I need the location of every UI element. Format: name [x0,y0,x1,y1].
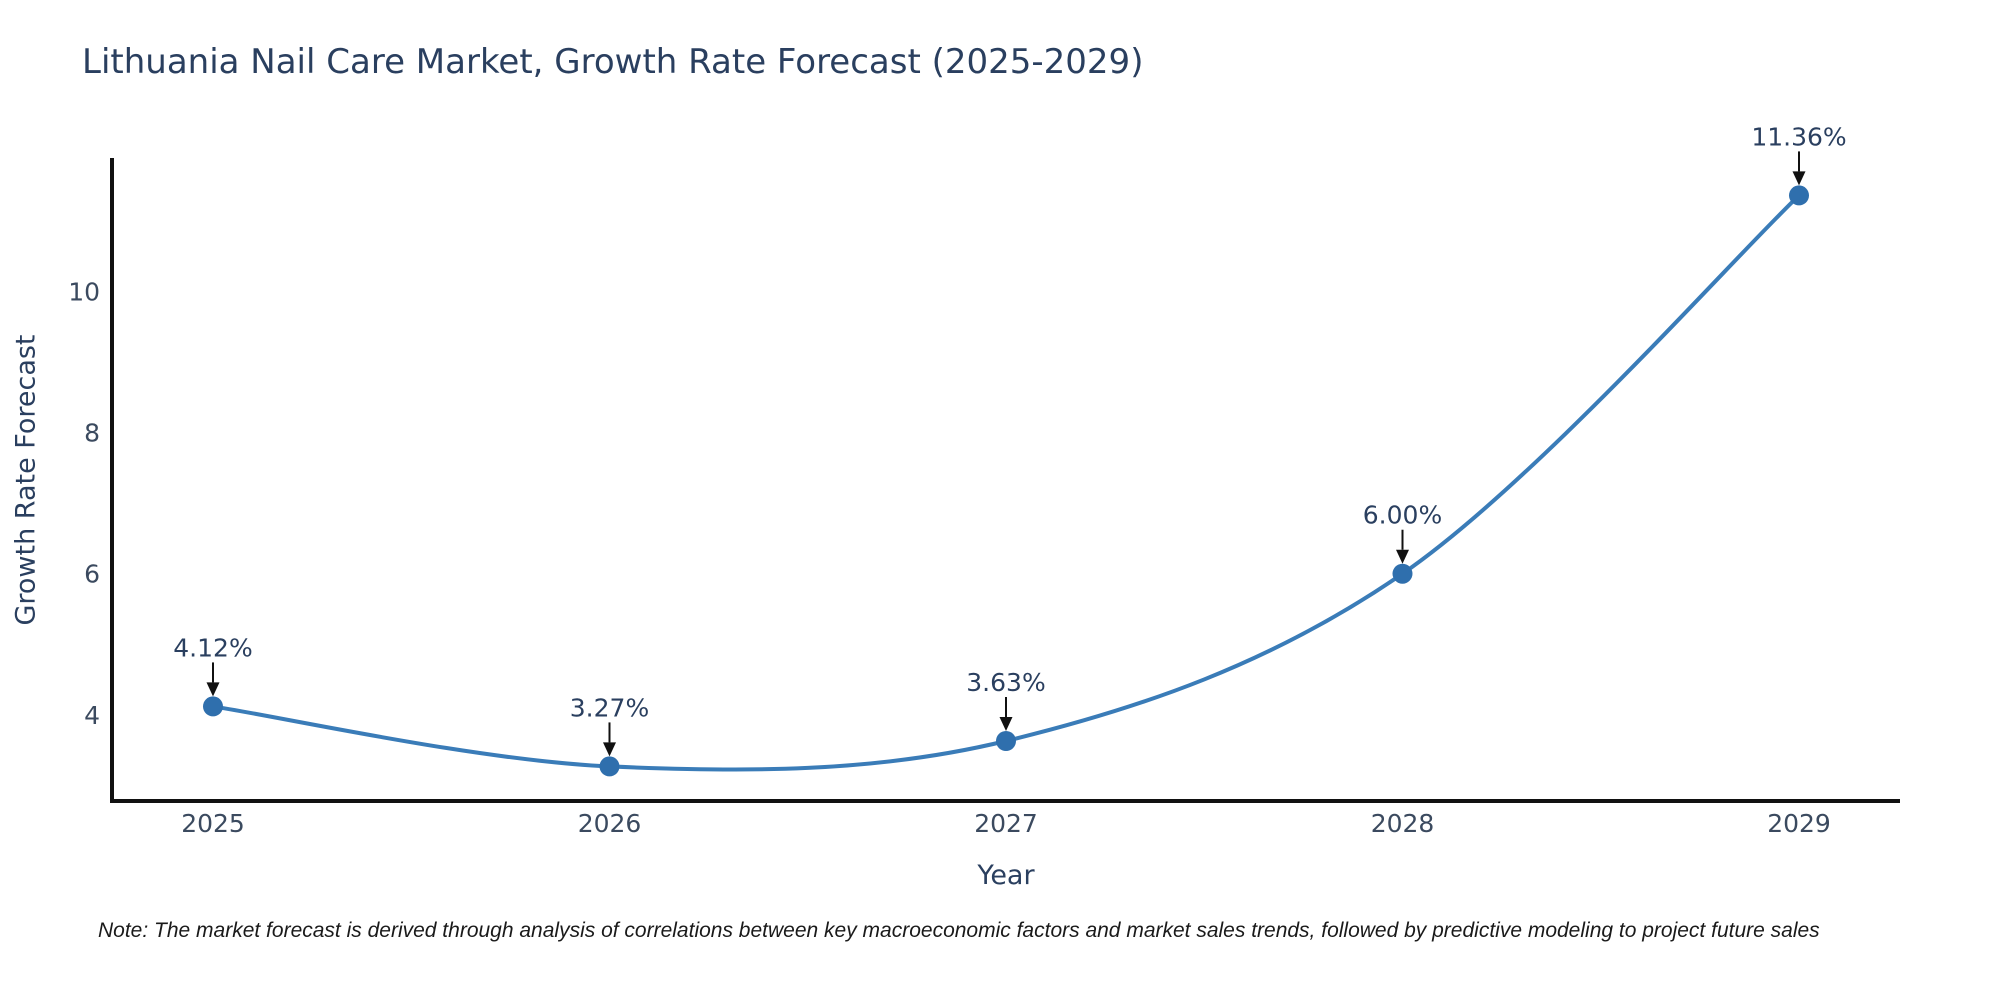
annotation-arrowhead [1396,549,1409,564]
x-axis-title: Year [977,860,1035,891]
data-point-label: 11.36% [1751,122,1846,151]
annotation-arrowhead [603,742,616,757]
x-tick-label: 2026 [578,809,642,838]
chart-title: Lithuania Nail Care Market, Growth Rate … [82,42,1144,82]
x-tick-label: 2028 [1371,809,1435,838]
data-point-marker [599,756,620,777]
footnote: Note: The market forecast is derived thr… [98,919,1820,942]
x-tick-label: 2029 [1767,809,1831,838]
annotation-arrowhead [999,717,1013,732]
data-point-label: 3.27% [570,693,649,722]
data-point-marker [996,731,1016,752]
annotation-arrowhead [206,682,220,697]
x-tick-label: 2025 [181,809,245,838]
data-point-marker [1392,563,1413,584]
data-point-marker [1789,185,1809,206]
y-tick-label: 4 [84,701,100,730]
y-tick-label: 6 [84,560,100,589]
x-tick-label: 2027 [974,809,1038,838]
data-point-label: 3.63% [966,668,1045,697]
data-point-marker [203,696,223,717]
annotation-arrowhead [1792,171,1806,186]
data-point-label: 4.12% [173,633,252,662]
y-tick-label: 8 [84,419,100,448]
y-tick-label: 10 [68,277,100,306]
data-point-label: 6.00% [1363,501,1442,530]
